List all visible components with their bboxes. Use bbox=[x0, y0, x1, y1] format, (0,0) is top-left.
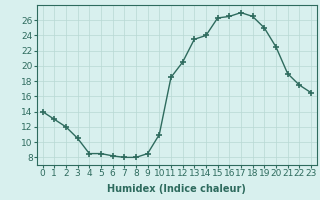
X-axis label: Humidex (Indice chaleur): Humidex (Indice chaleur) bbox=[108, 184, 246, 194]
